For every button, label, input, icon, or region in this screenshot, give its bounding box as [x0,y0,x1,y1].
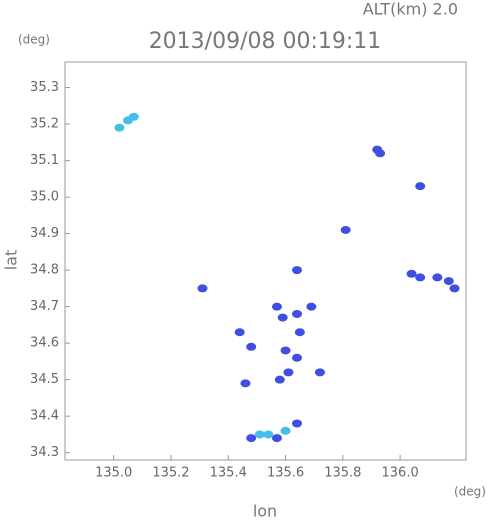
y-tick-label: 34.4 [30,409,59,424]
y-tick-label: 34.8 [30,263,59,278]
echo-cell [240,379,251,388]
x-axis-title: lon [253,502,277,521]
y-tick-label: 34.5 [30,372,59,387]
y-axis-title: lat [2,250,21,271]
echo-cell [292,266,303,275]
chart-title: 2013/09/08 00:19:11 [149,29,382,54]
echo-cell [280,426,291,435]
echo-cell [128,112,139,121]
echo-cell [443,277,454,286]
echo-cell [340,225,351,234]
y-tick-label: 34.9 [30,226,59,241]
echo-cell [277,313,288,322]
plot-frame [64,61,467,461]
echo-cell [415,182,426,191]
x-tick-label: 135.4 [210,466,247,481]
y-tick-label: 35.3 [30,80,59,95]
echo-cell [283,368,294,377]
echo-cell [415,273,426,282]
x-unit: (deg) [454,485,486,499]
echo-cell [274,375,285,384]
echo-cell [314,368,325,377]
y-tick-label: 35.0 [30,190,59,205]
x-tick-label: 135.6 [267,466,304,481]
echo-cell [114,123,125,132]
echo-cell [306,302,317,311]
echo-cell [432,273,443,282]
echo-cell [292,353,303,362]
echo-cell [254,430,265,439]
y-tick-label: 35.1 [30,153,59,168]
y-tick-label: 34.3 [30,445,59,460]
echo-cell [234,328,245,337]
echo-cell [263,430,274,439]
echo-cell [246,434,257,443]
x-tick-label: 136.0 [382,466,419,481]
x-tick-label: 135.0 [95,466,132,481]
x-tick-label: 135.8 [324,466,361,481]
x-tick-label: 135.2 [152,466,189,481]
echo-cell [197,284,208,293]
echo-cell [280,346,291,355]
altitude-label: ALT(km) 2.0 [363,0,458,19]
echo-cell [271,434,282,443]
echo-cell [246,342,257,351]
y-tick-label: 34.7 [30,299,59,314]
y-tick-label: 35.2 [30,117,59,132]
y-tick-label: 34.6 [30,336,59,351]
echo-cell [449,284,460,293]
echo-cell [406,269,417,278]
echo-cell [294,328,305,337]
echo-cell [292,309,303,318]
echo-cell [271,302,282,311]
echo-cell [292,419,303,428]
y-unit: (deg) [18,33,50,47]
echo-cell [375,149,386,158]
